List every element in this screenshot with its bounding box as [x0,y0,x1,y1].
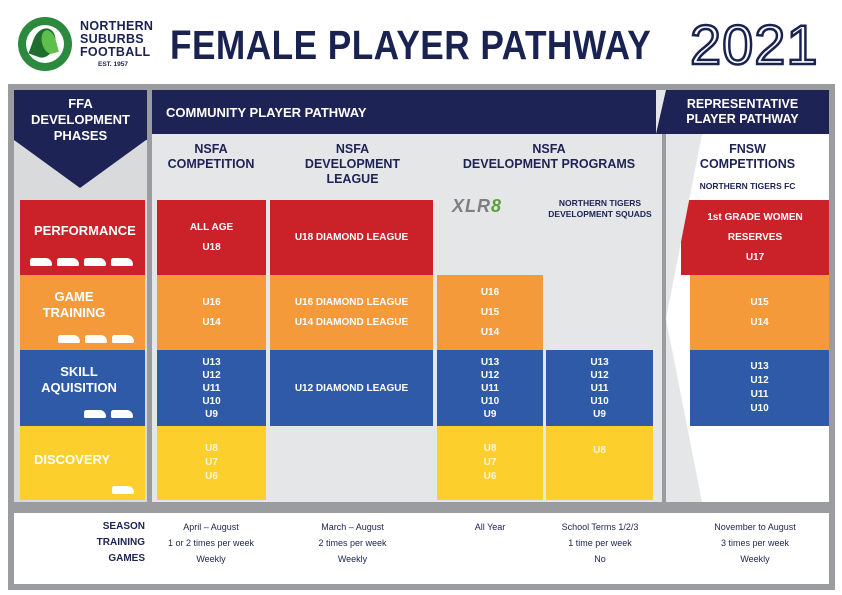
dev-league-skill: U12 DIAMOND LEAGUE [270,350,433,426]
footer-panel [14,513,829,584]
footer-xlr8: All Year [474,522,506,532]
boot-icon [85,335,107,343]
fnsw-performance: 1st GRADE WOMEN RESERVES U17 [681,200,829,275]
xlr8-discovery: U8 U7 U6 [437,426,543,500]
boot-icon [111,258,133,266]
footer-tigers: School Terms 1/2/3 1 time per week No [561,522,639,564]
fnsw-subheader: NORTHERN TIGERS FC [699,181,796,191]
dev-league-performance: U18 DIAMOND LEAGUE [270,200,433,275]
dev-league-header: NSFA DEVELOPMENT LEAGUE [304,142,401,186]
phase-game-training: GAME TRAINING [20,275,145,350]
dev-programs-header: NSFA DEVELOPMENT PROGRAMS [462,142,636,171]
community-header: COMMUNITY PLAYER PATHWAY [152,90,664,134]
ffa-header [14,90,147,140]
pathway-arrow-top [666,134,702,319]
fnsw-header: FNSW COMPETITIONS [699,142,796,171]
boot-icons [30,258,133,266]
phase-discovery: DISCOVERY [20,426,145,500]
footer-fnsw: November to August 3 times per week Week… [714,522,796,564]
boot-icons [112,486,134,494]
competition-header: NSFA COMPETITION [167,142,255,171]
xlr8-skill: U13 U12 U11 U10 U9 [437,350,543,426]
boot-icon [84,410,106,418]
ffa-header-arrow [14,140,146,188]
page-title: FEMALE PLAYER PATHWAY [170,22,652,68]
competition-discovery: U8 U7 U6 [157,426,266,500]
competition-skill: U13 U12 U11 U10 U9 [157,350,266,426]
boot-icon [58,335,80,343]
boot-icon [111,410,133,418]
footer-competition: April – August 1 or 2 times per week Wee… [167,522,255,564]
xlr8-game-training: U16 U15 U14 [437,275,543,350]
tigers-discovery: U8 [546,426,653,500]
phase-skill-acquisition: SKILL AQUISITION [20,350,145,426]
fnsw-skill: U13 U12 U11 U10 [690,350,829,426]
tigers-squads-header: NORTHERN TIGERS DEVELOPMENT SQUADS [548,198,652,219]
ffa-header-label: FFA DEVELOPMENT PHASES [31,96,130,143]
phase-performance: PERFORMANCE [20,200,145,275]
fnsw-game-training: U15 U14 [690,275,829,350]
dev-league-game-training: U16 DIAMOND LEAGUE U14 DIAMOND LEAGUE [270,275,433,350]
footer-dev-league: March – August 2 times per week Weekly [318,522,387,564]
club-name: NORTHERN SUBURBS FOOTBALL [80,19,154,59]
boot-icons [84,410,133,418]
club-established: EST. 1957 [98,61,128,68]
boot-icon [84,258,106,266]
representative-header: REPRESENTATIVE PLAYER PATHWAY [656,90,829,134]
xlr8-logo: XLR8 [452,196,503,216]
tigers-skill: U13 U12 U11 U10 U9 [546,350,653,426]
page-year: 2021 [689,12,819,78]
competition-game-training: U16 U14 [157,275,266,350]
boot-icon [57,258,79,266]
competition-performance: ALL AGE U18 [157,200,266,275]
boot-icon [112,335,134,343]
pathway-arrow-bottom [666,319,702,502]
boot-icons [58,335,134,343]
boot-icon [30,258,52,266]
footer-labels: SEASON TRAINING GAMES [96,521,145,564]
boot-icon [112,486,134,494]
representative-header-notch [656,90,666,134]
